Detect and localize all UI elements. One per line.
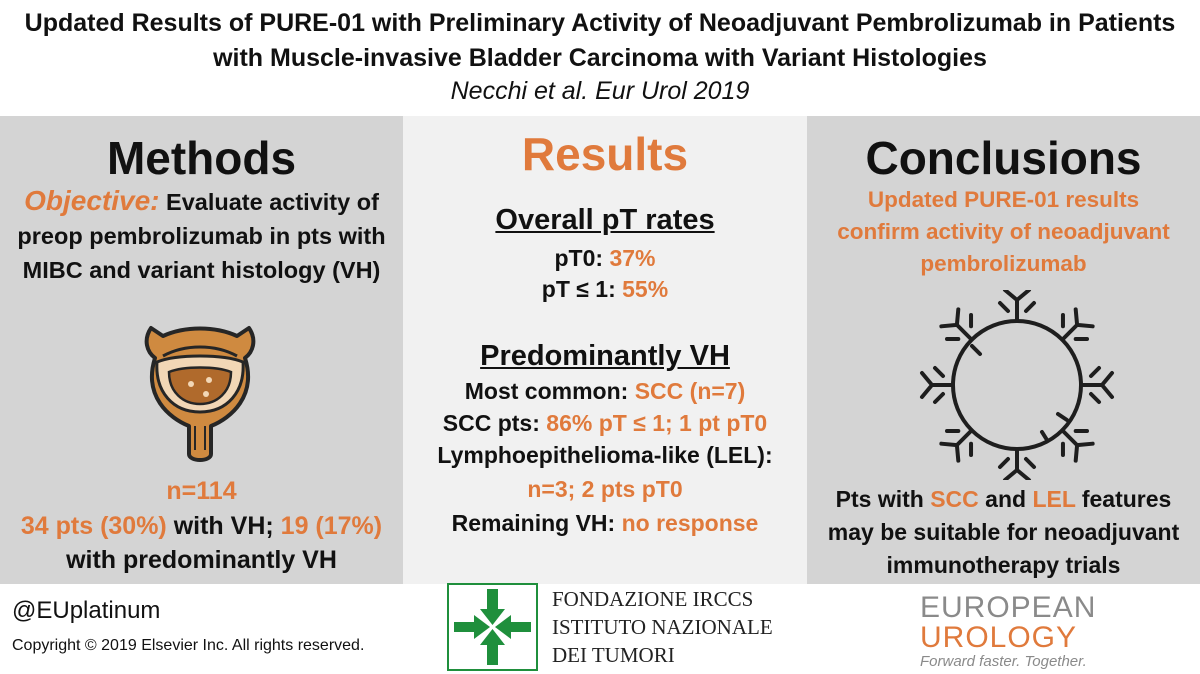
scc-line: SCC pts: 86% pT ≤ 1; 1 pt pT0 [442,410,768,436]
results-panel: Results Overall pT rates pT0: 37% pT ≤ 1… [403,116,807,584]
irccs-arrows-icon [454,589,531,665]
objective-text: Evaluate activity of preop pembrolizumab… [17,189,386,283]
n-total: n=114 [166,477,237,505]
methods-title: Methods [106,132,297,184]
common-line: Most common: SCC (n=7) [464,378,746,404]
header: Updated Results of PURE-01 with Prelimin… [0,0,1200,116]
conclusion-text: Pts with SCC and LEL features may be sui… [827,486,1180,578]
conclusions-title: Conclusions [865,132,1142,184]
bladder-icon [144,326,256,462]
vh-count: 34 pts (30%) with VH; 19 (17%) [20,512,383,540]
vh-heading: Predominantly VH [480,340,730,372]
results-title: Results [521,128,689,180]
european-urology-logo: EUROPEAN UROLOGY Forward faster. Togethe… [920,593,1110,671]
irccs-wordmark: FONDAZIONE IRCCS ISTITUTO NAZIONALE DEI … [552,587,773,667]
pt0-line: pT0: 37% [554,245,656,271]
citation: Necchi et al. Eur Urol 2019 [450,77,750,105]
lel-value: n=3; 2 pts pT0 [527,476,683,502]
methods-panel: Methods Objective: Evaluate activity of … [0,116,403,584]
antibody-ring-icon [920,290,1114,480]
remaining-line: Remaining VH: no response [451,510,759,536]
eu-logo-line2: UROLOGY [920,621,1078,654]
conclusion-highlight: Updated PURE-01 results confirm activity… [837,187,1170,276]
eu-logo-line1: EUROPEAN [920,591,1097,624]
overall-heading: Overall pT rates [495,204,715,236]
copyright: Copyright © 2019 Elsevier Inc. All right… [12,637,365,654]
objective-label: Objective: [24,185,160,216]
page-title: Updated Results of PURE-01 with Prelimin… [24,9,1176,72]
lel-label: Lymphoepithelioma-like (LEL): [437,442,773,468]
eu-logo-tagline: Forward faster. Together. [920,653,1087,670]
irccs-logo [447,583,538,671]
twitter-handle: @EUplatinum [12,597,161,624]
predominant-line: with predominantly VH [66,546,337,574]
objective-block: Objective: Evaluate activity of preop pe… [8,184,395,287]
pt1-line: pT ≤ 1: 55% [541,276,669,302]
conclusions-panel: Conclusions Updated PURE-01 results conf… [807,116,1200,584]
